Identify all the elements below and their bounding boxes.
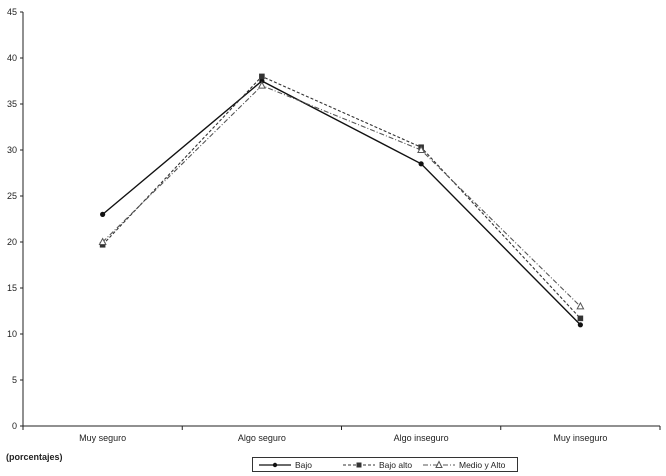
y-axis: 0 5 10 15 20 25 30 35 40 45	[7, 7, 24, 431]
legend-label-medio-y-alto: Medio y Alto	[459, 460, 506, 470]
y-tick-label: 40	[7, 53, 17, 63]
x-tick-label: Algo inseguro	[394, 433, 449, 443]
y-tick-label: 25	[7, 191, 17, 201]
legend-swatch-bajo-alto	[343, 462, 375, 468]
series-medio-y-alto	[98, 81, 585, 310]
series-line	[102, 80, 581, 326]
data-point	[257, 81, 266, 89]
legend-label-bajo: Bajo	[295, 460, 313, 470]
legend: Bajo Bajo alto Medio y Alto	[252, 457, 518, 472]
y-tick-label: 30	[7, 145, 17, 155]
data-point	[576, 301, 585, 310]
data-point	[100, 211, 106, 217]
y-tick-label: 20	[7, 237, 17, 247]
series-bajo	[100, 78, 583, 328]
y-tick-label: 45	[7, 7, 17, 17]
y-tick-label: 10	[7, 329, 17, 339]
series-line	[102, 84, 581, 307]
data-point	[259, 78, 265, 84]
data-point	[98, 237, 107, 245]
x-tick-label: Muy inseguro	[553, 433, 607, 443]
x-axis: Muy seguro Algo seguro Algo inseguro Muy in…	[22, 425, 661, 443]
data-point	[417, 145, 426, 153]
data-point	[577, 322, 583, 328]
data-point	[259, 73, 265, 80]
data-point	[577, 315, 584, 322]
y-tick-label: 15	[7, 283, 17, 293]
y-tick-label: 5	[12, 375, 17, 385]
x-tick-label: Muy seguro	[79, 433, 126, 443]
y-axis-label: (porcentajes)	[6, 452, 63, 462]
x-tick-label: Algo seguro	[238, 433, 286, 443]
legend-swatch-bajo	[259, 462, 291, 468]
y-tick-label: 0	[12, 421, 17, 431]
legend-label-bajo-alto: Bajo alto	[379, 460, 413, 470]
legend-swatch-medio-y-alto	[423, 460, 455, 468]
series-line	[102, 75, 581, 319]
series-layer	[98, 73, 585, 328]
data-point	[418, 161, 424, 167]
series-bajo-alto	[99, 73, 584, 322]
y-tick-label: 35	[7, 99, 17, 109]
